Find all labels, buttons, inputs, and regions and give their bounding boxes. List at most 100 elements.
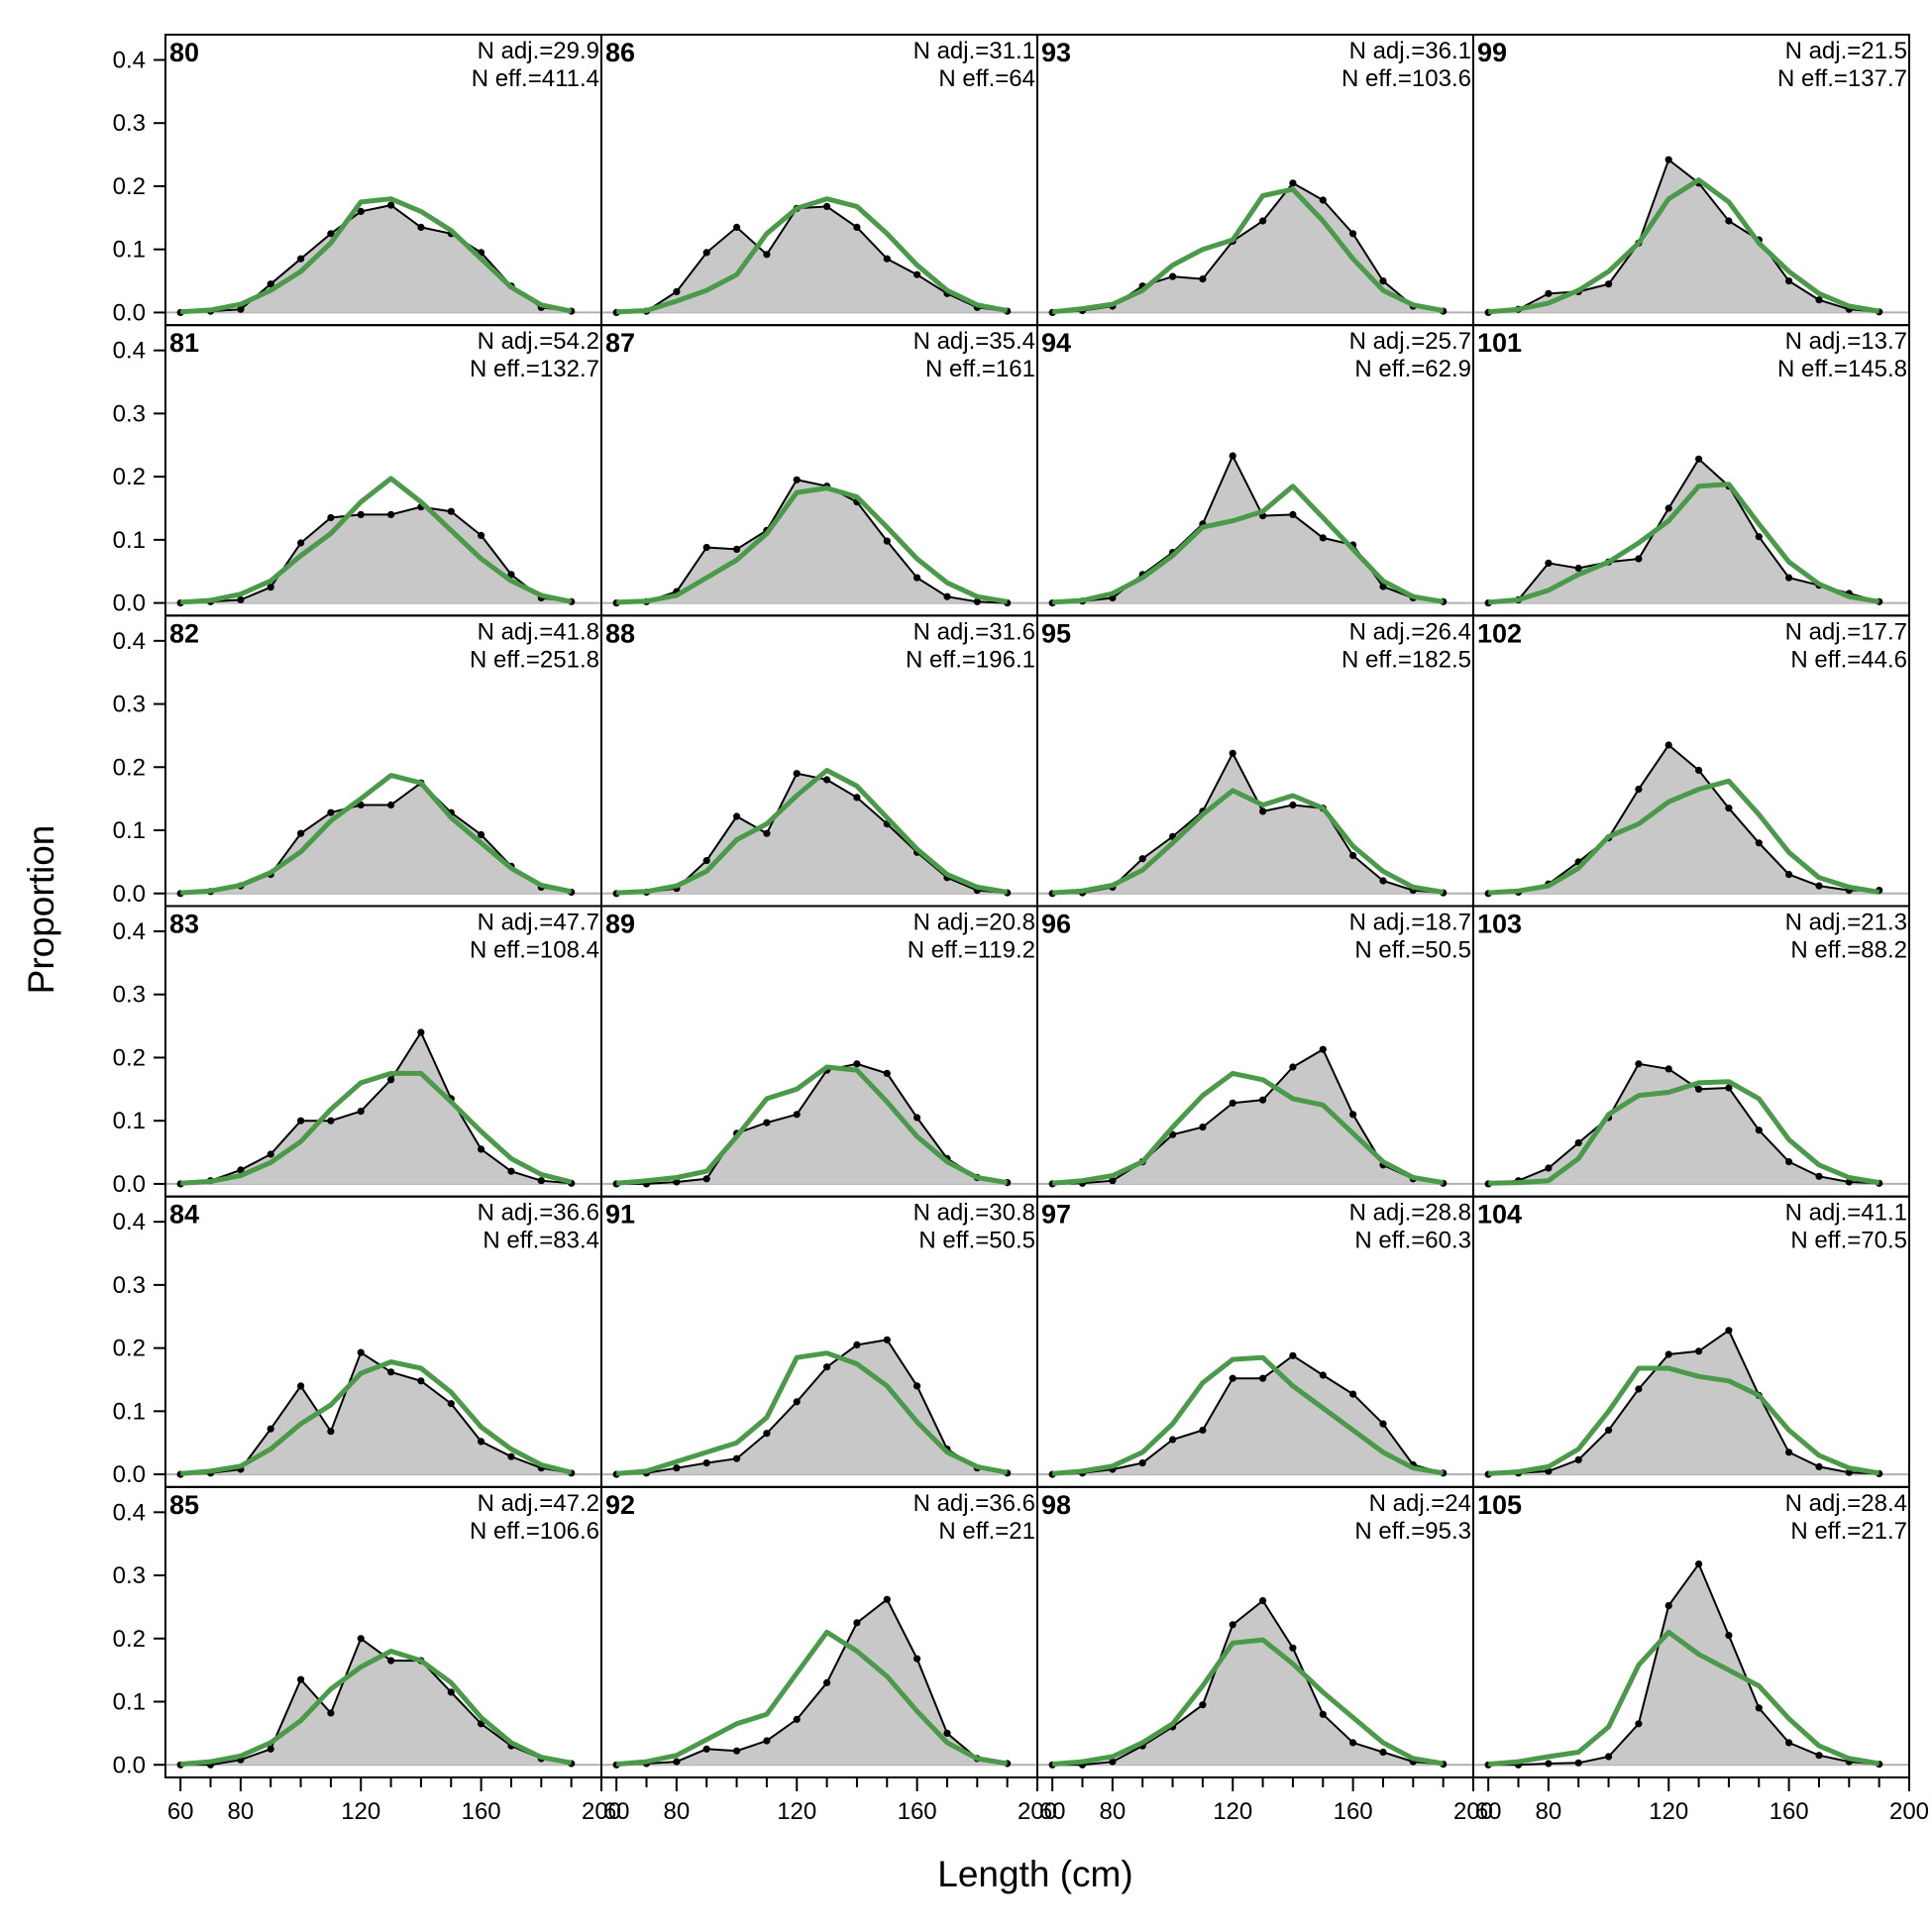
- observed-area: [1488, 745, 1879, 894]
- y-axis-label: Proportion: [21, 825, 61, 995]
- n-adj-label: N adj.=47.7: [478, 910, 599, 936]
- observed-point: [267, 280, 274, 288]
- observed-point: [1785, 1739, 1793, 1747]
- panel-year-label: 89: [605, 910, 635, 939]
- observed-line: [180, 1637, 572, 1767]
- observed-point: [1199, 1701, 1207, 1709]
- n-eff-label: N eff.=21.7: [1790, 1518, 1907, 1545]
- observed-point: [1109, 1758, 1117, 1766]
- observed-point: [1289, 1063, 1297, 1071]
- n-adj-label: N adj.=41.8: [478, 618, 599, 645]
- panel-year-label: 81: [169, 328, 199, 358]
- observed-line: [616, 1062, 1008, 1185]
- observed-point: [913, 1114, 921, 1122]
- y-tick-label: 0.2: [113, 1336, 146, 1362]
- panel-year-label: 92: [605, 1490, 635, 1520]
- observed-point: [327, 1709, 335, 1717]
- observed-point: [913, 1382, 921, 1390]
- expected-line: [180, 1070, 573, 1186]
- observed-point: [507, 571, 515, 579]
- observed-point: [267, 584, 274, 591]
- observed-point: [853, 794, 861, 802]
- x-tick-label: 80: [1100, 1798, 1127, 1825]
- n-eff-label: N eff.=70.5: [1790, 1228, 1907, 1254]
- observed-point: [883, 1595, 891, 1603]
- panel-year-label: 85: [169, 1490, 199, 1520]
- panel-99: 99 N adj.=21.5N eff.=137.7: [1472, 34, 1910, 327]
- n-adj-label: N adj.=31.1: [913, 38, 1035, 64]
- observed-line: [1052, 1354, 1444, 1476]
- observed-point: [1785, 871, 1793, 879]
- observed-point: [447, 1400, 455, 1408]
- x-tick-label: 80: [228, 1798, 255, 1825]
- n-eff-label: N eff.=108.4: [470, 937, 599, 964]
- y-tick-label: 0.1: [113, 1108, 146, 1134]
- observed-point: [1695, 1560, 1703, 1568]
- observed-point: [1815, 1172, 1823, 1180]
- observed-area: [1052, 182, 1444, 313]
- observed-point: [478, 1438, 485, 1446]
- expected-line: [1488, 1365, 1880, 1476]
- observed-point: [883, 255, 891, 263]
- panels-grid: 80 N adj.=29.9N eff.=411.481 N adj.=54.2N …: [164, 34, 1910, 1779]
- panel-year-label: 105: [1477, 1490, 1522, 1520]
- observed-point: [387, 1076, 395, 1084]
- observed-point: [1695, 455, 1703, 463]
- observed-point: [1635, 786, 1643, 794]
- observed-point: [1289, 1644, 1297, 1652]
- observed-point: [793, 770, 801, 778]
- observed-line: [616, 479, 1008, 604]
- observed-point: [1695, 1085, 1703, 1093]
- x-tick-label: 200: [1889, 1798, 1929, 1825]
- observed-point: [1574, 1138, 1582, 1147]
- y-tick-label: 0.3: [113, 1272, 146, 1299]
- observed-point: [763, 829, 771, 837]
- expected-line: [1487, 1629, 1880, 1768]
- observed-area: [616, 1340, 1008, 1475]
- n-adj-label: N adj.=31.6: [913, 618, 1035, 645]
- observed-point: [823, 202, 831, 210]
- observed-point: [297, 829, 305, 837]
- panel-year-label: 83: [169, 910, 199, 939]
- n-eff-label: N eff.=137.7: [1777, 65, 1907, 92]
- expected-line: [180, 196, 573, 315]
- observed-point: [1815, 882, 1823, 890]
- observed-point: [1138, 855, 1146, 863]
- observed-point: [1169, 272, 1177, 280]
- observed-point: [1349, 1390, 1357, 1398]
- panel-year-label: 82: [169, 618, 199, 648]
- observed-point: [1635, 1385, 1643, 1393]
- panel-92: 92 N adj.=36.6N eff.=21: [600, 1485, 1038, 1779]
- observed-point: [387, 510, 395, 519]
- y-tick-label: 0.0: [113, 881, 146, 908]
- panel-year-label: 80: [169, 38, 199, 67]
- panel-year-label: 104: [1477, 1200, 1522, 1230]
- observed-point: [853, 1060, 861, 1068]
- panel-82: 82 N adj.=41.8N eff.=251.8: [164, 614, 602, 908]
- observed-area: [1052, 1355, 1444, 1475]
- panel-85: 85 N adj.=47.2N eff.=106.6: [164, 1485, 602, 1779]
- x-tick-label: 60: [167, 1798, 194, 1825]
- observed-point: [1755, 1704, 1763, 1712]
- panel-93: 93 N adj.=36.1N eff.=103.6: [1036, 34, 1474, 327]
- observed-point: [1755, 1127, 1763, 1134]
- observed-point: [447, 507, 455, 515]
- observed-point: [357, 1635, 365, 1643]
- y-tick-label: 0.1: [113, 1689, 146, 1716]
- observed-point: [793, 476, 801, 483]
- observed-area: [180, 205, 572, 313]
- n-adj-label: N adj.=21.5: [1785, 38, 1907, 64]
- observed-area: [616, 1063, 1008, 1184]
- panel-year-label: 91: [605, 1200, 635, 1230]
- observed-point: [297, 1675, 305, 1683]
- expected-line: [180, 773, 573, 896]
- observed-point: [673, 287, 681, 295]
- y-tick-label: 0.2: [113, 464, 146, 490]
- y-tick-label: 0.3: [113, 110, 146, 137]
- panel-98: 98 N adj.=24N eff.=95.3: [1036, 1485, 1474, 1779]
- observed-point: [1785, 1158, 1793, 1166]
- n-eff-label: N eff.=182.5: [1342, 646, 1471, 673]
- y-axis: 0.0 0.1 0.2 0.3 0.4 0.0 0.1 0.2 0.3 0.4 0.0 0.1 0.2 0…: [113, 47, 166, 1778]
- n-eff-label: N eff.=119.2: [908, 937, 1035, 964]
